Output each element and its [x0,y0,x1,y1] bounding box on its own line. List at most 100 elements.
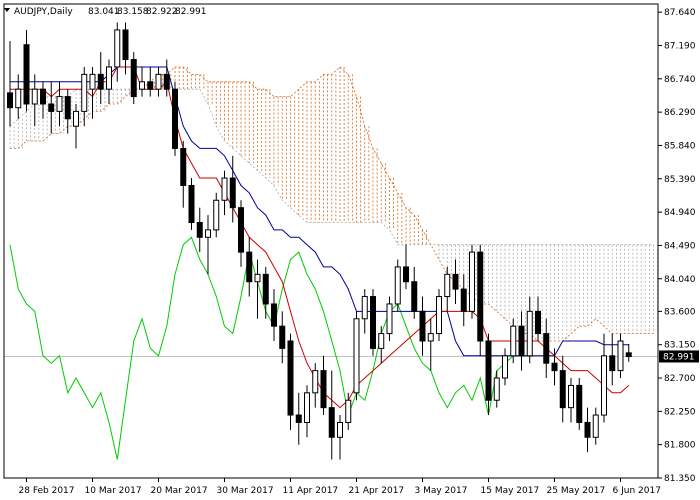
candle-body [7,92,13,109]
kijun-sen-line [10,66,629,357]
candle [106,59,112,104]
candle-body [469,251,475,312]
candle [477,244,484,356]
candle-body [551,362,558,372]
candle [221,170,228,216]
candle-body [205,229,211,238]
candle [229,155,236,223]
candle [386,296,393,341]
candle-body [97,73,104,90]
ohlc-open: 83.041 [88,7,120,17]
y-tick-label: 84.940 [664,208,696,218]
candle [287,333,294,430]
candle [31,74,38,127]
candle [163,59,170,97]
candle-body [535,310,541,335]
candle-body [386,303,393,335]
candle [378,326,385,364]
ichimoku-cloud [9,66,659,342]
candle-body [229,177,236,209]
candle-body [73,110,79,127]
candle [238,200,244,267]
candle-body [295,414,302,423]
y-tick-label: 81.800 [664,441,696,451]
candle [213,192,220,238]
candle [576,378,583,430]
candle-body [394,266,401,305]
y-tick-label: 82.250 [664,407,696,417]
candle [625,343,632,362]
candle-body [254,273,261,283]
candle [469,244,475,319]
candle-body [238,207,244,253]
candle-body [584,421,591,438]
candle [205,215,211,275]
x-tick-label: 3 May 2017 [415,486,468,496]
candle [460,274,467,327]
candle [188,178,195,230]
candle [312,363,319,408]
candle [246,237,253,297]
candle [559,355,566,423]
candle [419,296,426,356]
candle-body [328,407,335,438]
candle [304,385,310,438]
candle-body [221,177,228,201]
candle-body [163,73,170,90]
candle [262,266,269,319]
candle-body [378,333,385,349]
candle-body [139,81,145,90]
candle-body [172,88,178,149]
candle-body [196,221,203,238]
candle [394,259,401,312]
candle-body [361,296,368,320]
candle [48,81,55,134]
candle [353,311,360,401]
candle-body [436,296,442,335]
candle-body [353,318,360,394]
chikou-span-line [9,236,530,460]
candle-body [89,73,96,90]
candle-body [271,303,277,327]
candle [73,103,79,149]
x-tick-label: 10 Mar 2017 [85,486,142,496]
ohlc-close: 82.991 [175,7,207,17]
candle-body [114,29,121,68]
y-tick-label: 84.490 [664,241,696,251]
current-price-label: 82.991 [663,352,695,362]
candle [7,41,13,127]
candle [518,311,525,371]
y-axis: 87.640 87.190 86.740 86.290 85.840 85.390 84.9… [658,8,699,484]
candle-body [411,281,418,312]
candle [345,392,352,430]
y-tick-label: 86.740 [664,75,696,85]
x-tick-label: 28 Feb 2017 [19,486,75,496]
current-price-tag [659,350,699,363]
candle-body [337,421,343,438]
dropdown-triangle-icon[interactable] [4,8,10,12]
candle [510,318,517,364]
candle [543,318,550,379]
candle-body [601,355,607,416]
tenkan-sen-line [10,66,630,409]
candle-body [180,147,187,186]
candle-body [477,251,484,342]
candle [551,348,558,386]
x-tick-label: 30 Mar 2017 [217,486,274,496]
x-axis: 28 Feb 2017 10 Mar 2017 20 Mar 2017 30 Mar … [19,478,661,496]
candle-body [304,392,310,423]
candle-body [526,310,533,357]
candle-body [460,288,467,312]
candle-body [403,266,409,283]
candle [130,52,137,104]
candle-body [320,370,327,409]
candle-body [370,296,376,349]
x-tick-label: 25 May 2017 [547,486,606,496]
y-tick-label: 85.390 [664,175,696,185]
candle [584,407,591,453]
candle-body [188,184,195,223]
candle [271,289,277,341]
candle-body [23,44,30,105]
candle-body [130,59,137,98]
candle-body [576,384,583,423]
